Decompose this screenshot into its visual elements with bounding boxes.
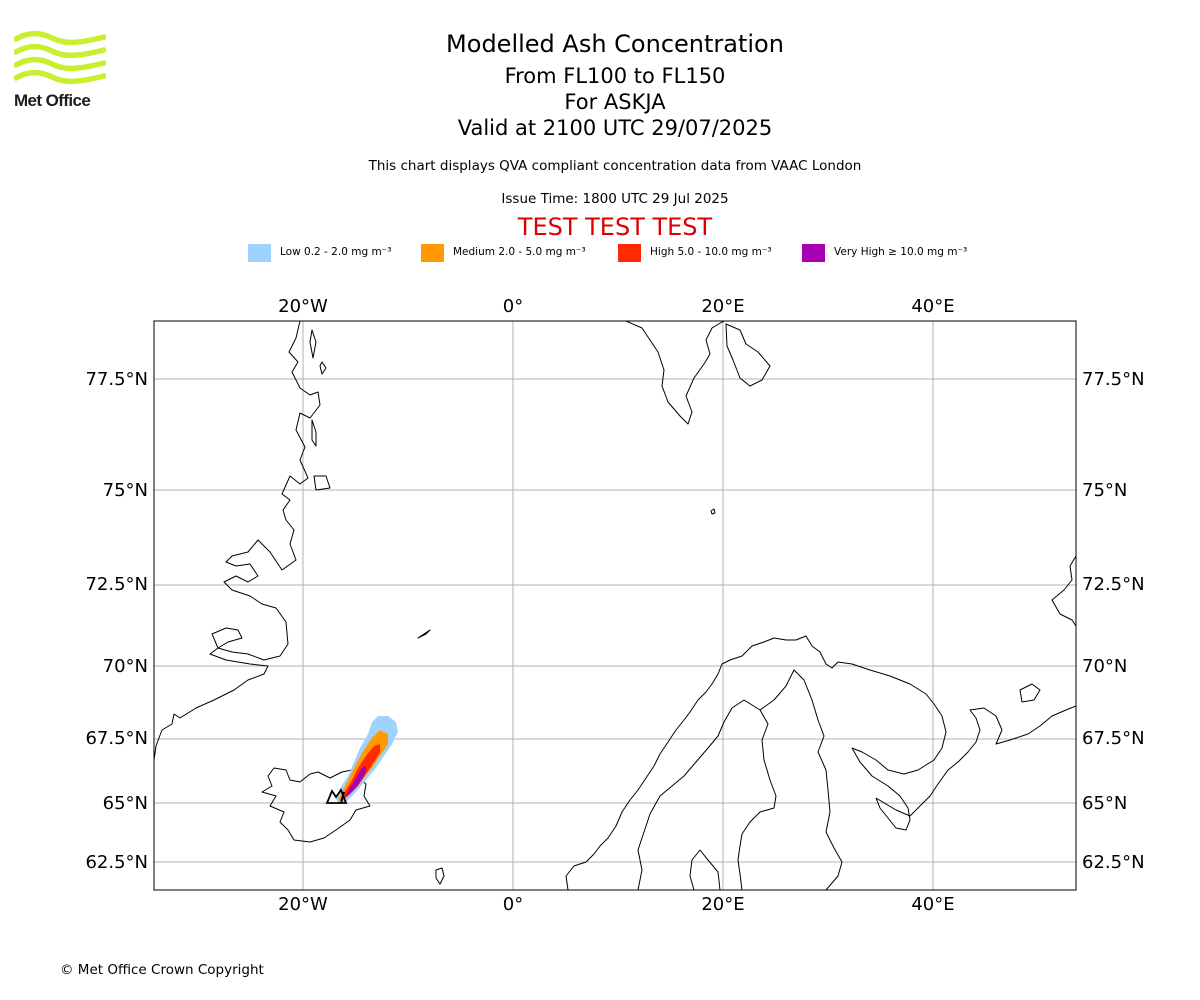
lat-label-right-75n: 75°N <box>1082 480 1127 501</box>
lat-labels-right: 77.5°N 75°N 72.5°N 70°N 67.5°N 65°N 62.5… <box>1082 369 1145 873</box>
volcano-name: For ASKJA <box>564 90 666 114</box>
lat-label-left-67-5n: 67.5°N <box>85 728 148 749</box>
copyright-notice: © Met Office Crown Copyright <box>60 962 264 978</box>
met-office-waves-icon <box>14 30 106 85</box>
legend-swatch-high <box>618 244 641 262</box>
lat-label-left-70n: 70°N <box>103 656 148 677</box>
lon-label-bottom-0: 0° <box>503 894 523 915</box>
faroe-coast <box>435 867 445 885</box>
lat-label-left-65n: 65°N <box>103 793 148 814</box>
legend-label-very-high: Very High ≥ 10.0 mg m⁻³ <box>834 246 968 258</box>
legend-swatch-medium <box>421 244 444 262</box>
issue-time: Issue Time: 1800 UTC 29 Jul 2025 <box>501 191 729 207</box>
iceland-coast <box>261 767 371 843</box>
met-office-logo: Met Office <box>14 30 106 112</box>
lon-label-bottom-20w: 20°W <box>278 894 328 915</box>
ash-very-high-contour <box>344 766 366 798</box>
map-frame <box>153 320 1077 891</box>
legend-swatch-very-high <box>802 244 825 262</box>
lat-label-left-62-5n: 62.5°N <box>85 852 148 873</box>
chart-title: Modelled Ash Concentration <box>446 30 784 58</box>
lat-label-left-72-5n: 72.5°N <box>85 574 148 595</box>
lat-label-left-75n: 75°N <box>103 480 148 501</box>
svalbard-coast <box>625 321 725 425</box>
bear-island-coast <box>710 508 716 515</box>
kola-coast <box>837 661 947 831</box>
lat-label-right-65n: 65°N <box>1082 793 1127 814</box>
sweden-coast <box>737 779 777 890</box>
lat-label-left-77-5n: 77.5°N <box>85 369 148 390</box>
finland-border <box>759 669 843 890</box>
lat-label-right-62-5n: 62.5°N <box>1082 852 1145 873</box>
lon-label-bottom-20e: 20°E <box>701 894 744 915</box>
lon-label-bottom-40e: 40°E <box>911 894 954 915</box>
flight-level-range: From FL100 to FL150 <box>504 64 726 88</box>
graticule <box>154 321 1076 890</box>
sweden-border <box>637 699 771 890</box>
legend-label-low: Low 0.2 - 2.0 mg m⁻³ <box>280 246 392 258</box>
lat-label-right-77-5n: 77.5°N <box>1082 369 1145 390</box>
jan-mayen-coast <box>417 629 431 639</box>
volcano-marker-icon <box>325 788 348 804</box>
lat-label-right-72-5n: 72.5°N <box>1082 574 1145 595</box>
lon-label-top-40e: 40°E <box>911 296 954 317</box>
lat-label-right-67-5n: 67.5°N <box>1082 728 1145 749</box>
lon-label-top-20w: 20°W <box>278 296 328 317</box>
test-banner: TEST TEST TEST <box>517 213 713 241</box>
lon-label-top-20e: 20°E <box>701 296 744 317</box>
valid-time: Valid at 2100 UTC 29/07/2025 <box>457 116 773 140</box>
met-office-wordmark: Met Office <box>14 91 91 110</box>
norway-coast <box>565 635 839 890</box>
lon-labels-bottom: 20°W 0° 20°E 40°E <box>278 894 954 915</box>
ash-plume <box>336 716 398 804</box>
legend-label-medium: Medium 2.0 - 5.0 mg m⁻³ <box>453 246 586 258</box>
lat-labels-left: 77.5°N 75°N 72.5°N 70°N 67.5°N 65°N 62.5… <box>85 369 148 873</box>
lat-label-right-70n: 70°N <box>1082 656 1127 677</box>
chart-description: This chart displays QVA compliant concen… <box>368 158 862 174</box>
legend-swatch-low <box>248 244 271 262</box>
lon-labels-top: 20°W 0° 20°E 40°E <box>278 296 954 317</box>
greenland-coast <box>154 321 321 761</box>
white-sea-coast <box>875 705 1076 817</box>
coastlines <box>154 321 1076 890</box>
legend-label-high: High 5.0 - 10.0 mg m⁻³ <box>650 246 772 258</box>
map-area <box>154 321 1076 890</box>
lon-label-top-0: 0° <box>503 296 523 317</box>
